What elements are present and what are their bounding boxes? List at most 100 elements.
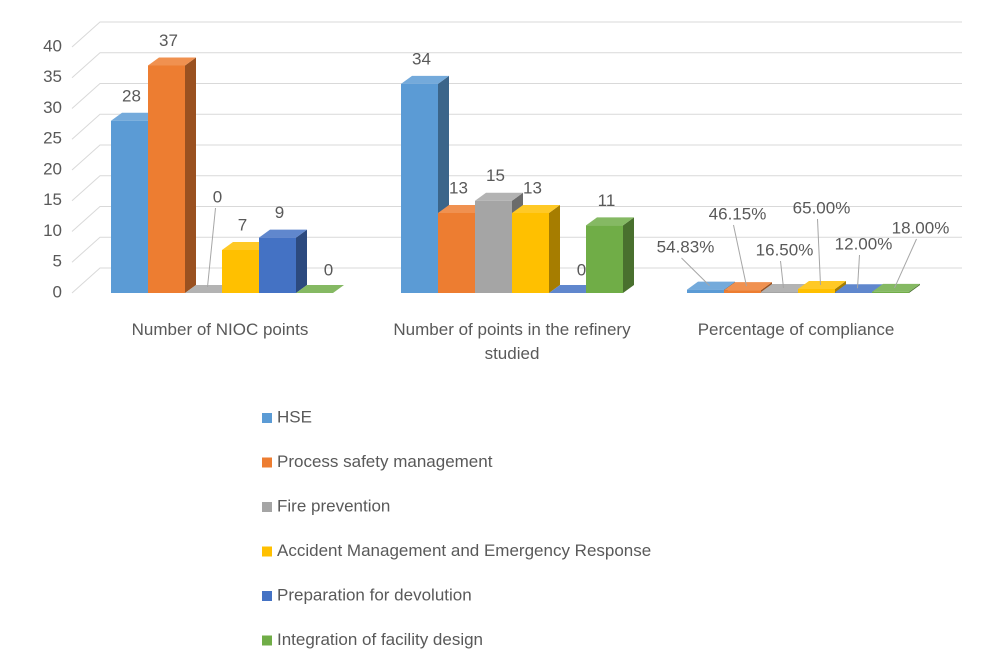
grid-line — [71, 113, 962, 140]
data-label: 0 — [213, 187, 222, 206]
bar-face — [835, 292, 872, 293]
data-label: 18.00% — [892, 218, 950, 237]
data-label: 15 — [486, 166, 505, 185]
bar — [872, 283, 920, 293]
legend-swatch — [262, 591, 272, 601]
bar — [296, 285, 344, 293]
bar-face — [586, 217, 634, 226]
bar — [185, 285, 233, 293]
grid-line — [71, 267, 962, 294]
legend-label: Accident Management and Emergency Respon… — [277, 541, 651, 560]
leader-line — [733, 224, 747, 287]
bar-face — [835, 284, 883, 293]
bar-face — [222, 241, 270, 250]
bar-face — [111, 112, 159, 121]
legend-swatch — [262, 502, 272, 512]
bar-face — [438, 213, 475, 293]
bar-face — [623, 217, 634, 293]
bar-face — [475, 192, 523, 201]
bar — [148, 57, 196, 294]
bar-face — [296, 229, 307, 293]
legend-label: Preparation for devolution — [277, 585, 472, 604]
legend-label: Integration of facility design — [277, 630, 483, 649]
data-label: 16.50% — [756, 240, 814, 259]
bar-face — [909, 283, 920, 293]
x-tick-label: Percentage of compliance — [697, 320, 895, 339]
legend-swatch — [262, 413, 272, 423]
bar-face — [259, 237, 296, 293]
bar-face — [148, 65, 185, 293]
bar-face — [549, 285, 597, 293]
bar-face — [761, 291, 798, 293]
grid-line — [71, 206, 962, 232]
leader-line — [894, 238, 917, 289]
leader-line — [681, 257, 710, 286]
y-tick-label: 35 — [43, 67, 62, 86]
data-label: 34 — [412, 49, 431, 68]
bar-face — [438, 205, 486, 214]
bar-face — [687, 289, 724, 293]
leader-line — [857, 254, 860, 289]
bar-face — [401, 75, 449, 84]
legend-swatch — [262, 546, 272, 557]
bar-face — [872, 291, 909, 293]
data-label: 7 — [238, 215, 247, 234]
leader-line — [780, 260, 784, 289]
bar-face — [401, 83, 438, 294]
data-label: 46.15% — [709, 204, 767, 223]
bar — [549, 285, 597, 293]
grid-line — [71, 52, 962, 79]
data-label: 37 — [159, 31, 178, 50]
legend-swatch — [262, 635, 272, 646]
grid-line — [71, 21, 962, 48]
data-label: 13 — [523, 179, 542, 198]
bar-face — [724, 282, 772, 291]
bar-face — [549, 205, 560, 293]
bar-face — [222, 249, 259, 293]
data-label: 13 — [449, 179, 468, 198]
x-tick-label: Number of NIOC points — [131, 320, 309, 339]
grid-line — [71, 175, 962, 202]
leader-line — [207, 207, 216, 288]
bar-face — [798, 289, 835, 293]
y-tick-label: 25 — [43, 129, 62, 148]
data-label: 9 — [275, 203, 284, 222]
y-tick-label: 20 — [43, 159, 62, 178]
bar-face — [687, 281, 735, 290]
legend-label: HSE — [277, 407, 312, 426]
bar-face — [296, 285, 344, 293]
bar — [586, 217, 634, 293]
x-tick-label: Number of points in the refinery studied — [393, 320, 631, 363]
leader-line — [817, 218, 821, 286]
legend-label: Fire prevention — [277, 496, 390, 515]
bar-face — [586, 225, 623, 293]
grid-line — [71, 236, 962, 263]
data-label: 28 — [122, 86, 141, 105]
bar-face — [185, 285, 233, 293]
bar-face — [798, 281, 846, 290]
bar-face — [148, 57, 196, 66]
y-tick-label: 5 — [53, 252, 62, 271]
bar-face — [475, 200, 512, 293]
data-label: 0 — [577, 260, 586, 279]
y-tick-label: 10 — [43, 221, 62, 240]
bar — [259, 229, 307, 293]
bar-face — [512, 205, 560, 214]
y-tick-label: 40 — [43, 36, 62, 55]
legend-label: Process safety management — [277, 452, 493, 471]
grid-line — [71, 144, 962, 171]
bar-face — [111, 120, 148, 293]
bar-face — [835, 281, 846, 293]
bar — [512, 205, 560, 293]
bar — [798, 281, 846, 293]
bar-face — [872, 283, 920, 292]
data-label: 65.00% — [793, 198, 851, 217]
bar-face — [724, 290, 761, 293]
y-tick-label: 0 — [53, 282, 62, 301]
bar — [724, 282, 772, 293]
y-tick-label: 15 — [43, 190, 62, 209]
legend-swatch — [262, 457, 272, 468]
grid-line — [71, 83, 962, 109]
